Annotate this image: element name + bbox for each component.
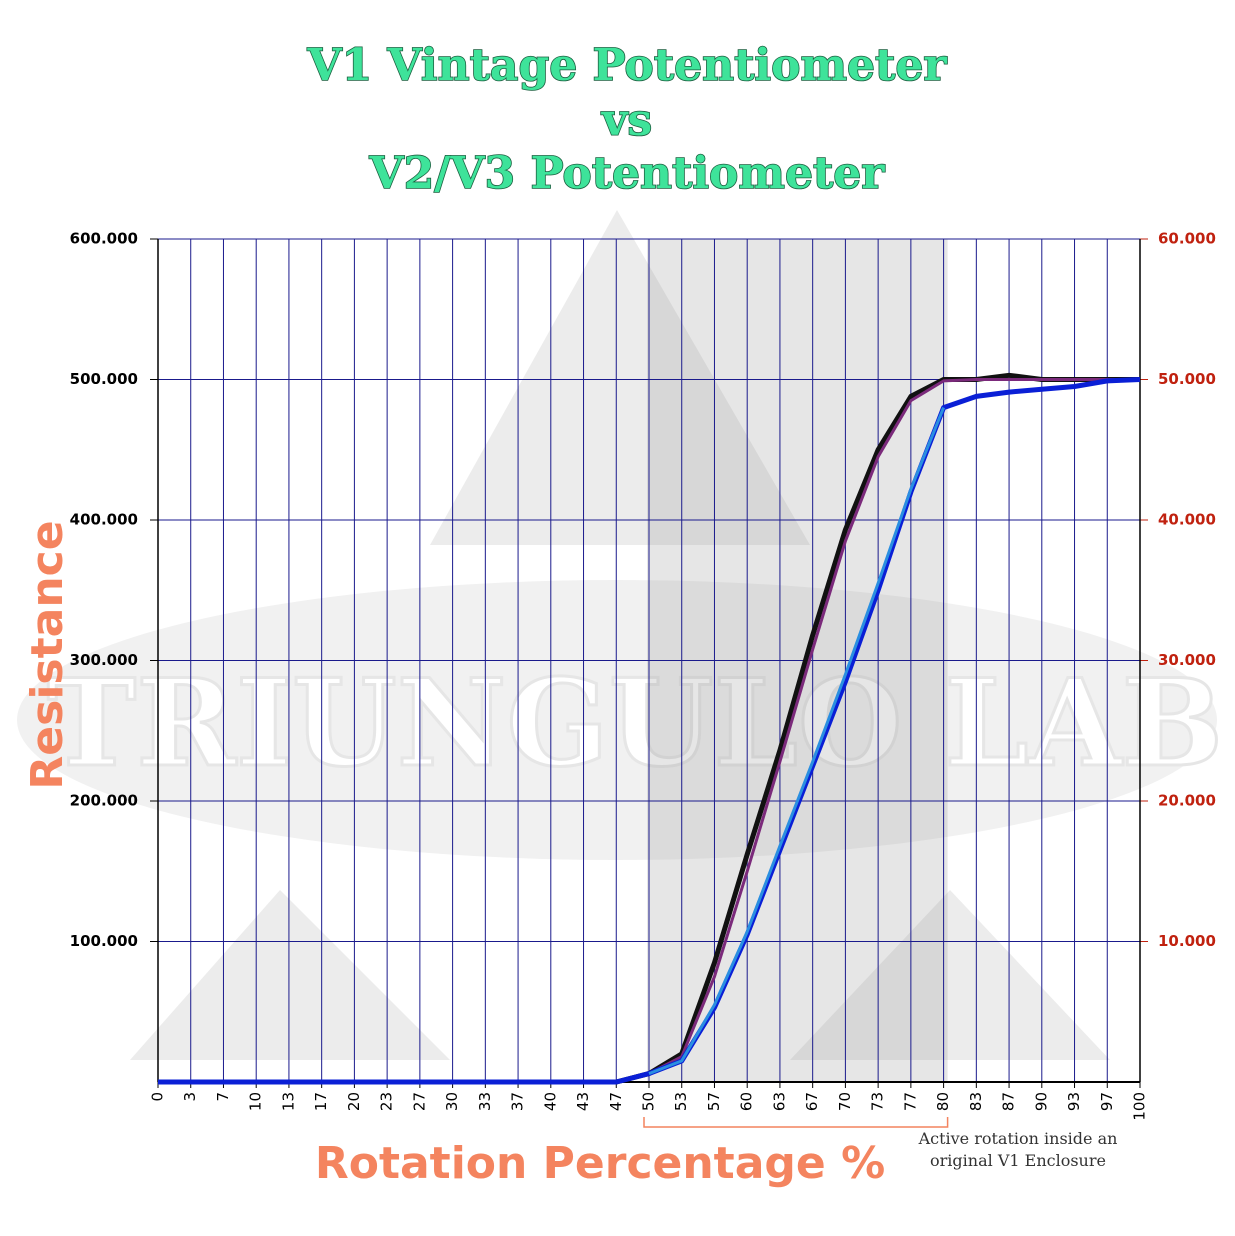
x-tick-label: 73 — [869, 1092, 887, 1111]
x-tick-label: 47 — [607, 1092, 625, 1111]
x-tick-label: 93 — [1065, 1092, 1083, 1111]
x-tick-label: 57 — [705, 1092, 723, 1111]
watermark: TRIUNGULO LAB — [47, 653, 1223, 794]
annotation: original V1 Enclosure — [930, 1151, 1106, 1170]
y2-tick-label: 20.000 — [1158, 792, 1216, 810]
x-tick-label: 0 — [149, 1092, 167, 1102]
y-tick-label: 100.000 — [70, 932, 138, 950]
x-tick-label: 83 — [967, 1092, 985, 1111]
x-tick-label: 30 — [443, 1092, 461, 1111]
watermark-shapes — [17, 210, 1217, 1060]
y-tick-label: 500.000 — [70, 370, 138, 388]
y-tick-label: 600.000 — [70, 230, 138, 248]
x-tick-label: 100 — [1131, 1092, 1149, 1121]
x-tick-label: 7 — [214, 1092, 232, 1102]
x-tick-label: 97 — [1098, 1092, 1116, 1111]
y2-tick-label: 30.000 — [1158, 651, 1216, 669]
chart-title: V1 Vintage Potentiometer — [306, 40, 947, 91]
x-tick-label: 77 — [901, 1092, 919, 1111]
y-axis-label: Resistance — [22, 520, 73, 789]
chart-title: V2/V3 Potentiometer — [369, 148, 886, 199]
x-tick-label: 43 — [574, 1092, 592, 1111]
y-tick-label: 200.000 — [70, 792, 138, 810]
x-tick-label: 23 — [378, 1092, 396, 1111]
x-tick-label: 40 — [541, 1092, 559, 1111]
x-tick-label: 20 — [345, 1092, 363, 1111]
annotation: Active rotation inside an — [918, 1129, 1118, 1148]
x-tick-label: 10 — [247, 1092, 265, 1111]
x-axis-label: Rotation Percentage % — [315, 1138, 885, 1189]
series-line — [648, 407, 945, 1075]
y2-tick-label: 60.000 — [1158, 230, 1216, 248]
x-tick-label: 17 — [312, 1092, 330, 1111]
x-tick-label: 3 — [181, 1092, 199, 1102]
chart-title: vs — [601, 95, 652, 146]
y-tick-label: 300.000 — [70, 651, 138, 669]
x-tick-label: 60 — [738, 1092, 756, 1111]
x-tick-label: 67 — [803, 1092, 821, 1111]
x-tick-label: 70 — [836, 1092, 854, 1111]
x-tick-label: 63 — [770, 1092, 788, 1111]
annotation-bracket — [643, 1117, 949, 1128]
x-tick-label: 37 — [509, 1092, 527, 1111]
x-tick-label: 13 — [279, 1092, 297, 1111]
y2-tick-label: 40.000 — [1158, 511, 1216, 529]
x-tick-label: 50 — [640, 1092, 658, 1111]
y2-tick-label: 10.000 — [1158, 932, 1216, 950]
x-tick-label: 53 — [672, 1092, 690, 1111]
y2-tick-label: 50.000 — [1158, 370, 1216, 388]
x-tick-label: 33 — [476, 1092, 494, 1111]
x-tick-label: 80 — [934, 1092, 952, 1111]
x-tick-label: 90 — [1032, 1092, 1050, 1111]
x-tick-label: 27 — [410, 1092, 428, 1111]
y-tick-label: 400.000 — [70, 511, 138, 529]
x-tick-label: 87 — [1000, 1092, 1018, 1111]
